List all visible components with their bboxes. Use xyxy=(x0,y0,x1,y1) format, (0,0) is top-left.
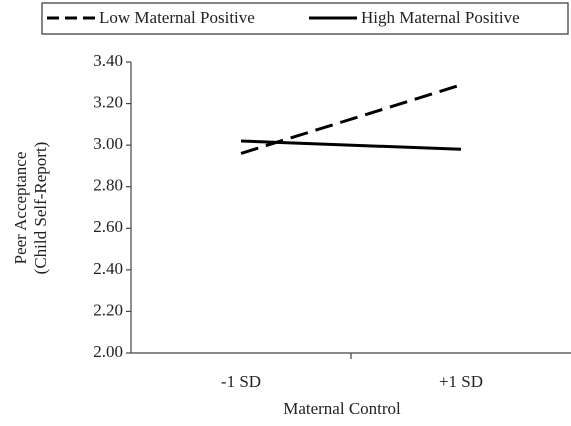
y-tick-label: 2.60 xyxy=(93,217,123,236)
series-line xyxy=(240,139,462,151)
y-tick-label: 2.40 xyxy=(93,259,123,278)
x-axis-label: Maternal Control xyxy=(283,399,401,418)
y-tick-label: 2.00 xyxy=(93,342,123,361)
legend-label: High Maternal Positive xyxy=(361,8,520,27)
y-tick-label: 2.80 xyxy=(93,176,123,195)
x-tick-label: -1 SD xyxy=(221,372,261,391)
y-tick-label: 2.20 xyxy=(93,300,123,319)
x-tick-label: +1 SD xyxy=(439,372,483,391)
legend-label: Low Maternal Positive xyxy=(99,8,255,27)
legend-box xyxy=(41,2,569,35)
y-tick-label: 3.20 xyxy=(93,92,123,111)
y-tick-label: 3.00 xyxy=(93,134,123,153)
y-tick-label: 3.40 xyxy=(93,51,123,70)
y-axis-label: Peer Acceptance xyxy=(11,152,30,265)
y-axis-label: (Child Self-Report) xyxy=(31,142,50,275)
